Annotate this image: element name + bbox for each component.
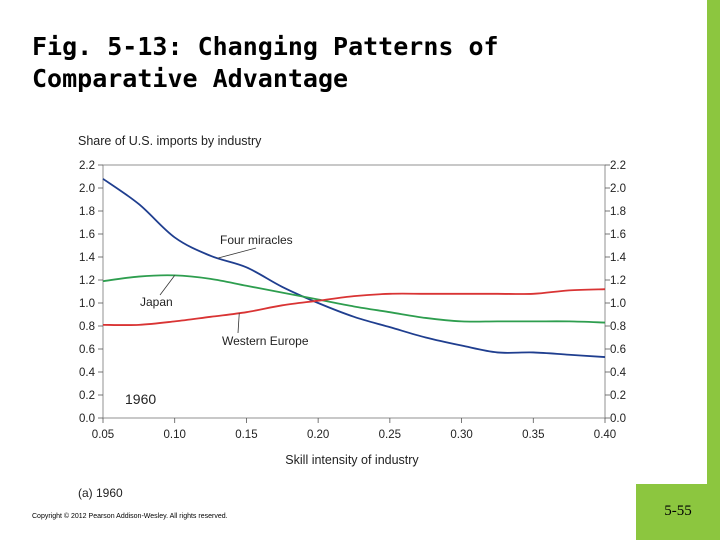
- page-number: 5-55: [664, 503, 692, 519]
- x-tick-label: 0.30: [450, 429, 472, 441]
- y-tick-right-label: 1.4: [610, 252, 627, 264]
- y-tick-left-label: 2.0: [79, 183, 95, 195]
- x-tick-label: 0.10: [164, 429, 186, 441]
- y-tick-right-label: 0.2: [610, 390, 626, 402]
- x-tick-label: 0.20: [307, 429, 329, 441]
- x-axis: 0.05 0.10 0.15 0.20 0.25 0.30 0.35 0.40: [92, 418, 616, 441]
- x-tick-label: 0.35: [522, 429, 544, 441]
- annotation-leader-line: [159, 275, 176, 296]
- annotation-label-four-miracles: Four miracles: [220, 233, 293, 247]
- page-number-badge: 5-55: [636, 484, 720, 540]
- slide-title: Fig. 5-13: Changing Patterns of Comparati…: [32, 31, 499, 95]
- y-tick-left-label: 1.2: [79, 275, 95, 287]
- annotation-leader-line: [217, 247, 257, 259]
- y-axis-left: 0.0 0.2 0.4 0.6 0.8 1.0 1.2 1.4 1.6 1.8 2.0 2.2: [79, 160, 103, 425]
- chart-frame-group: [102, 164, 606, 419]
- y-tick-left-label: 0.4: [79, 367, 96, 379]
- y-tick-left-label: 1.6: [79, 229, 95, 241]
- y-tick-right-label: 0.6: [610, 344, 626, 356]
- plot-area-frame: [102, 164, 606, 419]
- series-line-japan: [102, 274, 606, 324]
- chart-caption: (a) 1960: [78, 486, 123, 500]
- series-layer: [102, 178, 606, 358]
- y-tick-right-label: 1.0: [610, 298, 626, 310]
- annotation-layer: Four miracles Japan Western Europe: [140, 233, 309, 348]
- y-tick-left-label: 1.4: [79, 252, 96, 264]
- y-tick-right-label: 0.0: [610, 413, 626, 425]
- y-tick-left-label: 0.2: [79, 390, 95, 402]
- annotation-label-japan: Japan: [140, 295, 173, 309]
- y-tick-left-label: 0.8: [79, 321, 95, 333]
- y-tick-right-label: 1.2: [610, 275, 626, 287]
- x-axis-label: Skill intensity of industry: [285, 453, 419, 467]
- year-label: 1960: [125, 391, 156, 407]
- x-tick-label: 0.05: [92, 429, 114, 441]
- x-tick-label: 0.15: [235, 429, 257, 441]
- annotation-label-western-europe: Western Europe: [222, 334, 309, 348]
- y-tick-right-label: 0.8: [610, 321, 626, 333]
- y-tick-right-label: 1.6: [610, 229, 626, 241]
- right-accent-bar: [707, 0, 720, 540]
- y-tick-left-label: 0.0: [79, 413, 95, 425]
- series-line-four-miracles: [102, 178, 606, 358]
- x-tick-label: 0.25: [379, 429, 401, 441]
- y-tick-right-label: 2.0: [610, 183, 626, 195]
- y-axis-right: 0.0 0.2 0.4 0.6 0.8 1.0 1.2 1.4 1.6 1.8 2.0 2.2: [605, 160, 627, 425]
- x-tick-label: 0.40: [594, 429, 616, 441]
- y-tick-right-label: 1.8: [610, 206, 626, 218]
- slide-title-line-2: Comparative Advantage: [32, 64, 349, 93]
- y-tick-right-label: 0.4: [610, 367, 627, 379]
- y-tick-left-label: 2.2: [79, 160, 95, 172]
- chart-title: Share of U.S. imports by industry: [78, 134, 262, 148]
- y-tick-left-label: 1.8: [79, 206, 95, 218]
- slide-title-line-1: Fig. 5-13: Changing Patterns of: [32, 32, 499, 61]
- y-tick-left-label: 1.0: [79, 298, 95, 310]
- copyright-notice: Copyright © 2012 Pearson Addison-Wesley.…: [32, 513, 228, 520]
- y-tick-left-label: 0.6: [79, 344, 95, 356]
- annotation-leader-line: [237, 313, 240, 334]
- y-tick-right-label: 2.2: [610, 160, 626, 172]
- series-line-western-europe: [102, 288, 606, 327]
